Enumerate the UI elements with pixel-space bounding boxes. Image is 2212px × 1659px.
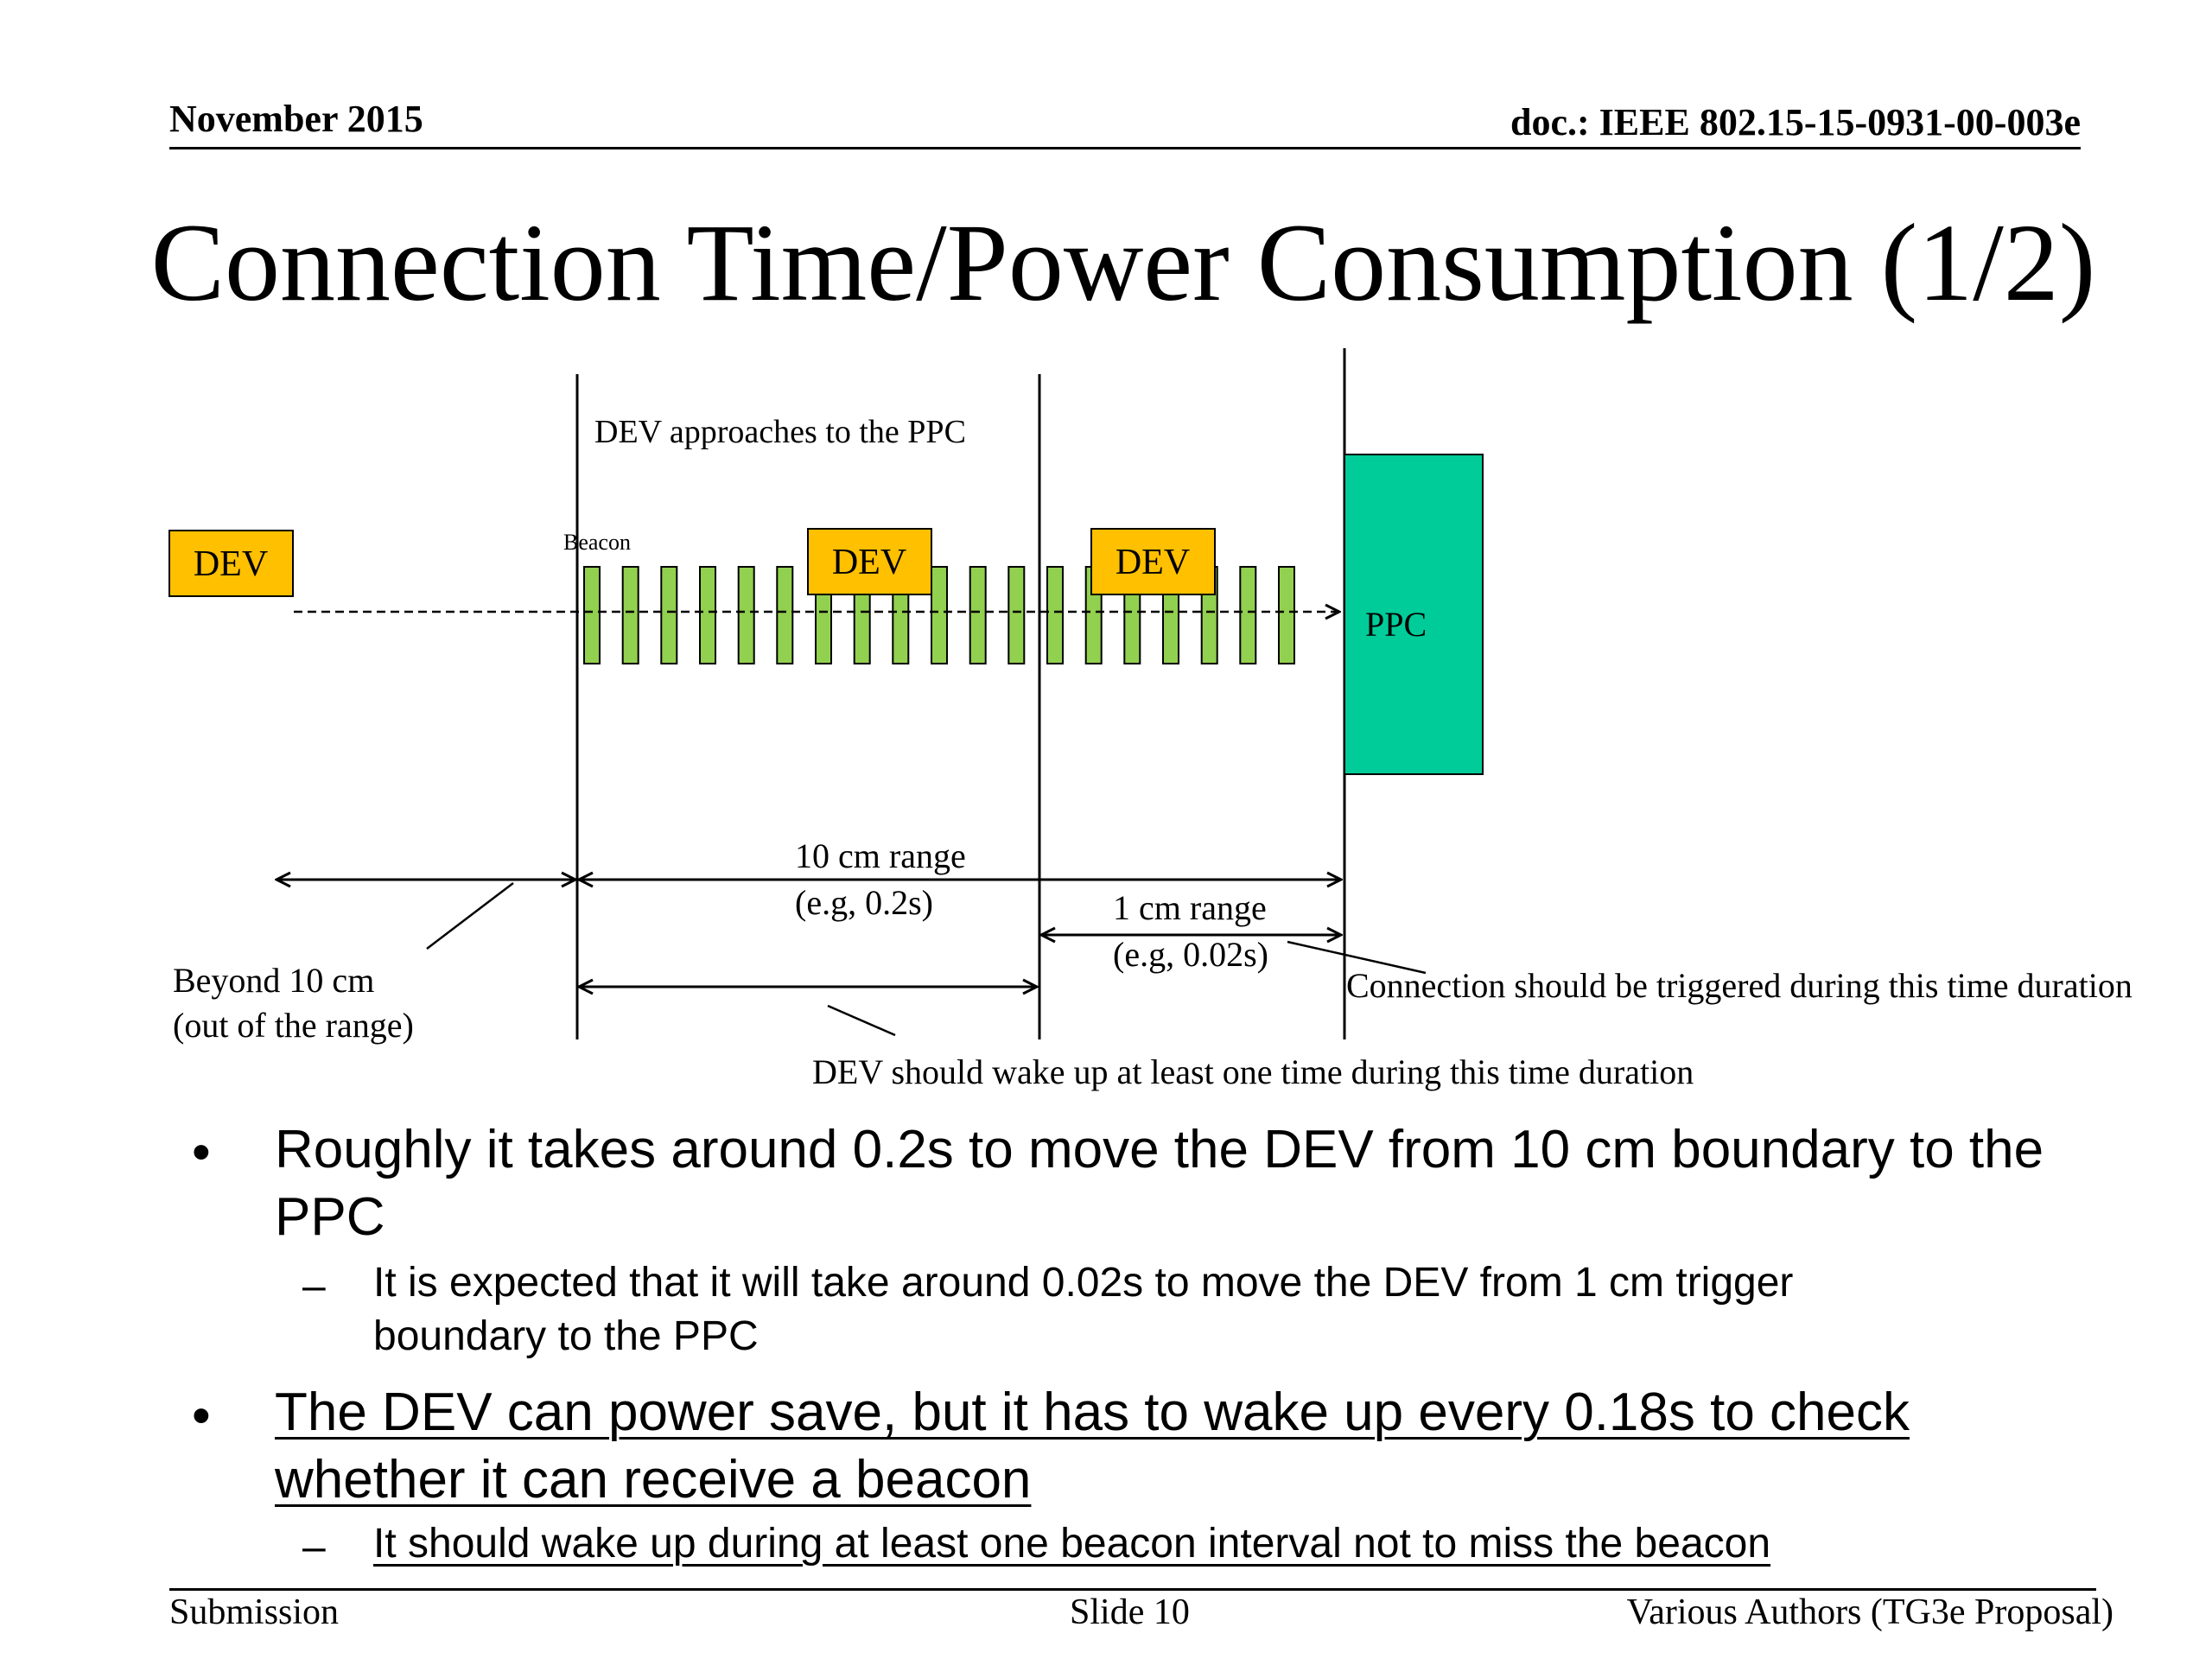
dev-box-10cm: [807, 528, 932, 595]
approach-label: DEV approaches to the PPC: [594, 414, 966, 450]
beyond-label: Beyond 10 cm: [173, 961, 374, 1000]
range-1cm-label: 1 cm range: [1113, 888, 1267, 927]
header-date: November 2015: [169, 98, 423, 140]
footer-rule: [169, 1588, 2096, 1591]
dev-box-outside-label: DEV: [194, 544, 268, 584]
beyond-leader-line: [426, 882, 514, 950]
trigger-note: Connection should be triggered during th…: [1346, 966, 2133, 1005]
footer-authors: Various Authors (TG3e Proposal): [1626, 1592, 2113, 1632]
footer-slide-number: Slide 10: [1070, 1592, 1190, 1632]
header-rule: [169, 147, 2081, 149]
beacon-label: Beacon: [563, 530, 631, 555]
beacon-bar: [931, 566, 948, 664]
beacon-bar: [1007, 566, 1026, 664]
beacon-bar: [1046, 566, 1064, 664]
range-10cm-label: 10 cm range: [795, 836, 966, 875]
wake-note: DEV should wake up at least one time dur…: [812, 1052, 1694, 1091]
range-1cm-example: (e.g, 0.02s): [1113, 935, 1268, 974]
beacon-bar: [699, 566, 716, 664]
bullet-1-sub-text: It is expected that it will take around …: [373, 1260, 1794, 1359]
header-doc-id: doc.: IEEE 802.15-15-0931-00-003e: [1510, 101, 2081, 143]
beacon-bar: [660, 566, 678, 664]
ppc-box-label: PPC: [1365, 605, 1427, 644]
footer-submission: Submission: [169, 1592, 340, 1632]
bullet-2-sub-text: It should wake up during at least one be…: [373, 1521, 1771, 1567]
sub-marker: –: [302, 1263, 326, 1309]
dev-box-10cm-label: DEV: [832, 543, 906, 582]
beacon-bar: [1278, 566, 1295, 664]
beacon-bar: [776, 566, 794, 664]
ppc-box: [1344, 454, 1484, 775]
range-10cm-example: (e.g, 0.2s): [795, 883, 933, 922]
bullet-1-text: Roughly it takes around 0.2s to move the…: [275, 1120, 2044, 1247]
slide-title: Connection Time/Power Consumption (1/2): [150, 201, 2096, 324]
beacon-bar: [621, 566, 639, 664]
beacon-bar: [737, 566, 755, 664]
beyond-sub-label: (out of the range): [173, 1006, 414, 1045]
beacon-bar: [583, 566, 601, 664]
dev-box-1cm-label: DEV: [1116, 543, 1190, 582]
bullet-marker: •: [192, 1122, 211, 1182]
beacon-bar: [1239, 566, 1257, 664]
dev-box-1cm: [1090, 528, 1216, 595]
beacon-bar: [969, 566, 987, 664]
bullet-2-text: The DEV can power save, but it has to wa…: [275, 1382, 1910, 1510]
dev-box-outside: [168, 530, 294, 597]
sub-marker: –: [302, 1524, 326, 1570]
wake-leader-line: [827, 1004, 896, 1037]
trigger-leader-line: [1287, 940, 1427, 975]
bullet-marker: •: [192, 1386, 211, 1446]
